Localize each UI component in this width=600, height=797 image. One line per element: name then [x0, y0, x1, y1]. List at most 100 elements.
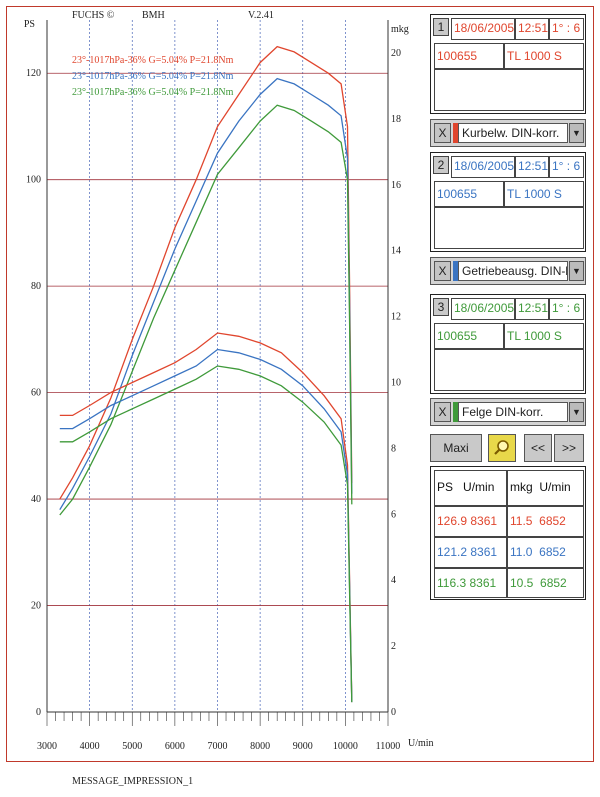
run-1-remove-button[interactable]: X	[434, 123, 451, 143]
table-cell: 8361	[470, 514, 498, 528]
y-tick-label-right: 14	[391, 246, 401, 257]
table-row-1-power: 126.9 8361	[434, 506, 507, 537]
version-label: V.2.41	[248, 10, 274, 21]
table-row-1-torque: 11.5 6852	[507, 506, 584, 537]
brand-label: FUCHS ©	[72, 10, 115, 21]
table-cell: 121.2	[437, 545, 468, 559]
chevron-down-icon[interactable]: ▼	[569, 402, 584, 422]
magnifier-icon	[494, 440, 509, 455]
run-1-correction-row: X Kurbelw. DIN-korr. ▼	[430, 119, 586, 147]
next-button[interactable]: >>	[554, 434, 584, 462]
run-3-notes[interactable]	[434, 349, 584, 391]
y-tick-label-right: 10	[391, 377, 401, 388]
run-1-correction-select[interactable]: Kurbelw. DIN-korr.	[458, 123, 568, 143]
run-2-date: 18/06/2005	[451, 156, 515, 178]
chevron-down-icon[interactable]: ▼	[569, 123, 584, 143]
run-3-time: 12:51	[515, 298, 549, 320]
y-tick-label-left: 20	[31, 601, 41, 612]
run-3-remove-button[interactable]: X	[434, 402, 451, 422]
chevron-down-icon[interactable]: ▼	[569, 261, 584, 281]
table-cell: 10.5	[510, 576, 534, 590]
x-tick-label: 5000	[122, 741, 142, 752]
run-2-time: 12:51	[515, 156, 549, 178]
table-header-ps: PS	[437, 480, 454, 494]
run-1-gear: 1° : 6	[549, 18, 584, 40]
x-tick-label: 11000	[376, 741, 401, 752]
y-tick-label-left: 80	[31, 281, 41, 292]
run-1-time: 12:51	[515, 18, 549, 40]
run-panel: 1 18/06/2005 12:51 1° : 6 100655 TL 1000…	[430, 14, 586, 600]
y-tick-label-right: 4	[391, 575, 396, 586]
run-1-id: 100655	[434, 43, 504, 69]
table-cell: 126.9	[437, 514, 468, 528]
results-table: PS U/min mkg U/min 126.9 8361 11.5 6852 …	[430, 466, 586, 600]
table-cell: 6852	[540, 576, 567, 590]
run-1-notes[interactable]	[434, 69, 584, 111]
table-cell: 11.5	[510, 514, 533, 528]
table-header-power: PS U/min	[434, 470, 507, 506]
run-1-bike: TL 1000 S	[504, 43, 584, 69]
run-3-gear: 1° : 6	[549, 298, 584, 320]
torque-curve-3	[59, 365, 353, 703]
table-cell: 11.0	[510, 545, 533, 559]
x-tick-label: 8000	[250, 741, 270, 752]
run-2-remove-button[interactable]: X	[434, 261, 451, 281]
run-3-bike: TL 1000 S	[504, 323, 584, 349]
prev-button[interactable]: <<	[524, 434, 552, 462]
printout-frame	[6, 6, 594, 762]
y-tick-label-right: 8	[391, 443, 396, 454]
power-curve-2	[59, 77, 353, 511]
y-tick-label-right: 12	[391, 312, 401, 323]
table-header-rpm2: U/min	[539, 480, 571, 494]
footer-message: MESSAGE_IMPRESSION_1	[72, 776, 194, 787]
y-tick-label-left: 100	[26, 175, 41, 186]
model-label: BMH	[142, 10, 165, 21]
run-2-correction-select[interactable]: Getriebeausg. DIN-korr.	[458, 261, 568, 281]
y-tick-label-left: 40	[31, 494, 41, 505]
table-cell: 8361	[470, 545, 498, 559]
y-axis-label-left: PS	[24, 19, 35, 30]
run-2-index[interactable]: 2	[433, 156, 449, 174]
table-cell: 116.3	[437, 576, 467, 590]
x-tick-label: 9000	[293, 741, 313, 752]
run-2-id: 100655	[434, 181, 504, 207]
zoom-button[interactable]	[488, 434, 516, 462]
run-2-correction-row: X Getriebeausg. DIN-korr. ▼	[430, 257, 586, 285]
run-3-id: 100655	[434, 323, 504, 349]
x-tick-label: 7000	[208, 741, 228, 752]
run-3-index[interactable]: 3	[433, 298, 449, 316]
table-header-torque: mkg U/min	[507, 470, 584, 506]
table-cell: 8361	[469, 576, 497, 590]
legend-entry: 23°-1017hPa-36% G=5.04% P=21.8Nm	[72, 71, 234, 82]
run-1-card: 1 18/06/2005 12:51 1° : 6 100655 TL 1000…	[430, 14, 586, 114]
run-3-date: 18/06/2005	[451, 298, 515, 320]
table-row-2-torque: 11.0 6852	[507, 537, 584, 568]
run-2-color-swatch	[453, 261, 458, 281]
run-2-notes[interactable]	[434, 207, 584, 249]
run-2-bike: TL 1000 S	[504, 181, 584, 207]
run-3-color-swatch	[453, 402, 458, 422]
legend-entry: 23°-1017hPa-36% G=5.04% P=21.8Nm	[72, 55, 234, 66]
table-cell: 6852	[539, 545, 566, 559]
torque-curve-1	[59, 332, 353, 703]
table-row-3-power: 116.3 8361	[434, 568, 507, 598]
maxi-button[interactable]: Maxi	[430, 434, 482, 462]
run-2-gear: 1° : 6	[549, 156, 584, 178]
run-1-date: 18/06/2005	[451, 18, 515, 40]
y-tick-label-right: 18	[391, 114, 401, 125]
run-3-card: 3 18/06/2005 12:51 1° : 6 100655 TL 1000…	[430, 294, 586, 394]
x-tick-label: 4000	[80, 741, 100, 752]
y-tick-label-left: 60	[31, 388, 41, 399]
power-curve-3	[59, 104, 353, 516]
x-tick-label: 6000	[165, 741, 185, 752]
run-2-card: 2 18/06/2005 12:51 1° : 6 100655 TL 1000…	[430, 152, 586, 252]
x-tick-label: 10000	[333, 741, 358, 752]
run-3-correction-row: X Felge DIN-korr. ▼	[430, 398, 586, 426]
table-row-2-power: 121.2 8361	[434, 537, 507, 568]
table-row-3-torque: 10.5 6852	[507, 568, 584, 598]
run-1-index[interactable]: 1	[433, 18, 449, 36]
table-header-mkg: mkg	[510, 480, 533, 494]
run-3-correction-select[interactable]: Felge DIN-korr.	[458, 402, 568, 422]
power-curve-1	[59, 45, 353, 500]
